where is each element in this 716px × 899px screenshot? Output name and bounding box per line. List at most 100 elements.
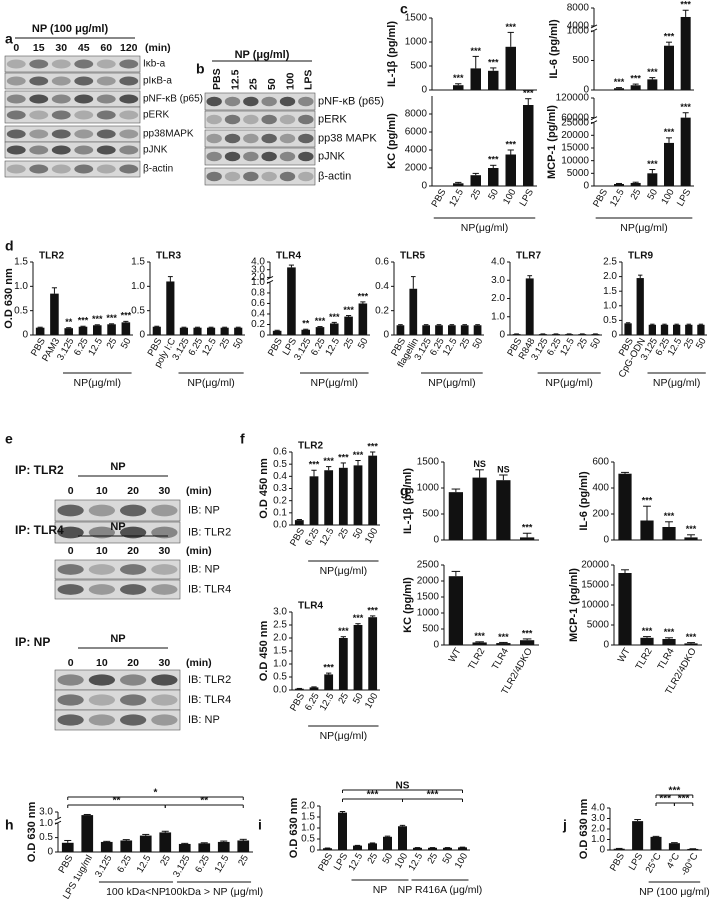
lane-label: 10 bbox=[96, 657, 108, 669]
significance: ** bbox=[65, 317, 73, 327]
lane-label: 30 bbox=[159, 657, 171, 669]
blot-band bbox=[151, 694, 178, 706]
bar bbox=[207, 327, 216, 335]
bar bbox=[647, 79, 658, 90]
blot-band bbox=[206, 171, 222, 182]
lane-label: 0 bbox=[68, 657, 74, 669]
blot-band bbox=[119, 129, 139, 139]
blot-band bbox=[243, 171, 259, 182]
blot-strip bbox=[54, 709, 181, 731]
significance: *** bbox=[686, 524, 697, 534]
x-group-label: NP(μg/ml) bbox=[620, 222, 667, 234]
y-tick-label: 0 bbox=[433, 640, 439, 651]
bar bbox=[398, 826, 407, 850]
blot-band bbox=[57, 526, 84, 539]
y-tick-label: 0 bbox=[259, 330, 265, 341]
bar bbox=[323, 848, 332, 850]
blot-band bbox=[29, 129, 49, 139]
lane-unit: (min) bbox=[186, 545, 212, 557]
panel-label: f bbox=[240, 431, 245, 447]
bar bbox=[512, 334, 521, 335]
bar bbox=[697, 324, 705, 335]
y-tick-label: 0.2 bbox=[375, 305, 389, 316]
blot-band bbox=[279, 151, 296, 162]
blot-band bbox=[51, 94, 71, 104]
panel-label: g bbox=[400, 483, 409, 499]
y-tick-label: 0.4 bbox=[273, 471, 287, 482]
blot-band bbox=[88, 714, 115, 726]
blot-row-label: IB: TLR4 bbox=[188, 694, 231, 706]
blot-band bbox=[96, 145, 116, 155]
significance: *** bbox=[315, 316, 326, 326]
blot-band bbox=[206, 96, 222, 107]
y-tick-label: 0.5 bbox=[301, 834, 315, 845]
blot-band bbox=[298, 133, 314, 144]
bar bbox=[660, 324, 669, 335]
significance: *** bbox=[664, 32, 675, 42]
blot-row-label: pJNK bbox=[143, 145, 168, 156]
blot-row-label: pNF-κB (p65) bbox=[318, 95, 384, 107]
bar bbox=[650, 836, 662, 850]
blot-band bbox=[119, 94, 139, 104]
y-axis-title: O.D 630 nm bbox=[288, 798, 300, 859]
blot-band bbox=[6, 164, 26, 174]
significance: *** bbox=[664, 127, 675, 137]
bar bbox=[193, 327, 202, 335]
bar bbox=[338, 812, 347, 850]
blot-band bbox=[151, 674, 178, 686]
blot-band bbox=[261, 171, 277, 182]
significance: *** bbox=[78, 316, 89, 326]
bar bbox=[618, 573, 632, 645]
panel-label: j bbox=[562, 817, 567, 833]
bar bbox=[50, 293, 59, 335]
bar bbox=[453, 85, 464, 90]
lane-label: PBS bbox=[211, 68, 223, 90]
lane-unit: (min) bbox=[186, 657, 212, 669]
x-tick-label: 50 bbox=[645, 187, 660, 202]
bar bbox=[632, 821, 644, 850]
y-tick-label: 15000 bbox=[561, 143, 589, 154]
significance: *** bbox=[614, 77, 625, 87]
y-axis-title: KC (pg/ml) bbox=[386, 113, 398, 169]
y-tick-label: 500 bbox=[422, 624, 439, 635]
x-group-label: NP(μg/ml) bbox=[428, 377, 475, 389]
bar bbox=[648, 324, 656, 335]
bar bbox=[93, 325, 102, 335]
y-tick-label: 3.0 bbox=[39, 807, 53, 818]
bar bbox=[453, 183, 464, 186]
bar bbox=[435, 325, 443, 335]
bar bbox=[358, 303, 368, 335]
y-tick-label: 2.0 bbox=[491, 293, 505, 304]
lane-label: 12.5 bbox=[229, 69, 241, 90]
blot-band bbox=[298, 151, 314, 162]
blot-band bbox=[261, 114, 277, 125]
significance: *** bbox=[664, 627, 675, 637]
blot-band bbox=[88, 674, 115, 686]
blot-band bbox=[261, 96, 277, 107]
bar bbox=[409, 288, 418, 335]
blot-band bbox=[279, 171, 296, 182]
significance: NS bbox=[473, 459, 486, 469]
blot-band bbox=[29, 59, 49, 69]
significance: NS bbox=[497, 464, 510, 474]
bar bbox=[324, 674, 334, 690]
bar bbox=[448, 492, 463, 540]
blot-strip bbox=[54, 559, 181, 580]
bar bbox=[413, 847, 422, 850]
ip-label: IP: NP bbox=[15, 635, 50, 649]
blot-band bbox=[119, 59, 139, 69]
bracket-label: *** bbox=[659, 794, 671, 805]
blot-row-label: IB: TLR2 bbox=[188, 674, 231, 686]
lane-label: 20 bbox=[127, 485, 139, 497]
significance: *** bbox=[470, 46, 481, 56]
y-tick-label: 0 bbox=[603, 640, 609, 651]
significance: *** bbox=[338, 626, 349, 636]
lane-label: 10 bbox=[96, 485, 108, 497]
y-tick-label: 8000 bbox=[567, 3, 590, 14]
blot-band bbox=[74, 145, 94, 155]
blot-band bbox=[224, 96, 241, 107]
blot-band bbox=[88, 564, 115, 575]
y-tick-label: 0.6 bbox=[375, 257, 389, 268]
y-tick-label: 0 bbox=[499, 330, 505, 341]
blot-band bbox=[120, 564, 147, 575]
